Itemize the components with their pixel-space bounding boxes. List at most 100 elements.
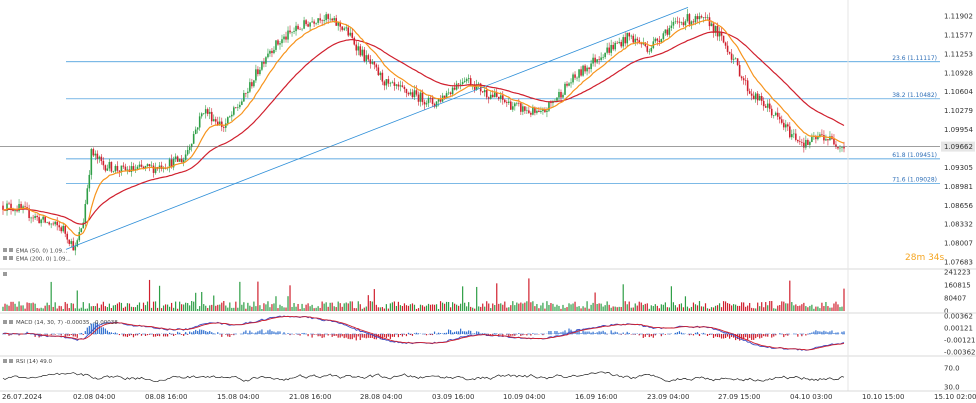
price-candle [229,116,231,118]
volume-bar [365,306,367,311]
volume-bar [32,302,34,311]
macd-histogram-bar [462,331,464,334]
price-candle [381,72,384,82]
volume-bar [564,307,566,311]
price-candle [259,69,261,75]
price-candle [797,139,799,142]
volume-bar [542,302,544,311]
volume-bar [698,301,701,311]
volume-tick-label: 241223 [944,269,971,277]
macd-histogram-bar [201,329,203,334]
volume-bar [317,306,319,311]
volume-bar [183,304,185,311]
price-candle [734,58,737,60]
price-candle [726,45,729,52]
volume-bar [530,302,532,311]
price-candle [247,91,249,94]
macd-histogram-bar [193,331,195,334]
price-candle [606,47,608,53]
price-candle [6,203,8,211]
volume-bar [638,301,640,311]
macd-histogram-bar [393,334,395,337]
price-candle [640,42,643,45]
volume-bar [648,308,650,311]
macd-histogram-bar [773,334,775,337]
volume-bar [458,305,460,311]
macd-histogram-bar [594,333,596,334]
volume-bar [104,306,106,311]
volume-bar [600,303,602,311]
volume-bar [753,308,755,311]
macd-histogram-bar [339,334,341,338]
volume-bar [526,301,528,311]
volume-bar [797,306,799,311]
trend-line [65,6,689,250]
price-candle [70,241,73,244]
macd-histogram-bar [548,331,550,334]
volume-bar [500,303,502,311]
macd-histogram-bar [347,334,349,339]
price-candle [405,89,408,94]
price-candle [371,61,374,64]
volume-bar [98,307,100,311]
volume-bar [556,304,558,311]
macd-histogram-bar [189,331,191,334]
volume-bar [630,307,632,311]
volume-bar [18,301,20,311]
price-candle [285,36,287,40]
macd-histogram-bar [261,329,263,334]
price-candle [841,146,843,148]
macd-histogram-bar [454,331,456,334]
macd-histogram-bar [403,334,406,335]
price-candle [780,119,783,123]
volume-bar [361,308,363,311]
price-candle [291,31,293,33]
price-candle [477,83,480,85]
macd-histogram-bar [829,331,831,334]
volume-bar [532,301,534,311]
volume-bar [369,301,371,311]
price-candle [387,79,390,84]
price-candle [538,110,540,113]
macd-histogram-bar [787,334,789,336]
volume-bar [586,301,588,311]
price-candle [608,47,610,53]
price-tick-label: 1.10604 [944,88,973,96]
macd-histogram-bar [411,334,414,336]
price-candle [94,153,97,156]
volume-bar [34,303,36,311]
volume-bar [409,304,412,311]
price-tick-label: 1.10279 [944,107,973,115]
price-candle [602,57,604,58]
price-candle [817,136,819,140]
volume-bar [761,302,763,311]
price-candle [369,59,372,64]
macd-histogram-bar [811,332,813,334]
price-candle [345,27,348,29]
volume-bar [439,301,442,311]
volume-bar [672,302,674,311]
macd-histogram-bar [841,331,843,334]
price-candle [429,97,432,99]
x-tick-label: 10.09 04:00 [503,393,545,401]
volume-bar [536,304,538,311]
volume-bar [690,306,693,311]
price-candle [644,42,647,47]
macd-histogram-bar [50,334,52,336]
macd-histogram-bar [564,330,566,334]
volume-bar [538,308,540,311]
price-candle [447,92,450,94]
price-candle [76,240,79,247]
macd-histogram-bar [775,334,777,336]
volume-bar [628,301,630,311]
volume-bar [110,308,112,311]
macd-histogram-bar [610,330,612,334]
volume-bar [421,305,424,311]
volume-bar [592,302,594,311]
macd-histogram-bar [307,334,309,337]
macd-histogram-bar [331,334,333,337]
price-candle [570,82,572,84]
price-candle [383,81,386,86]
price-candle [756,93,759,101]
